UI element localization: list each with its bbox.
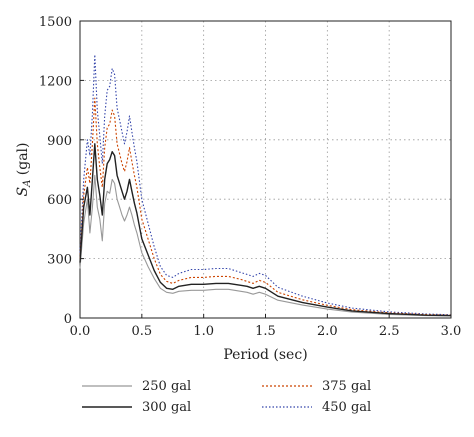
x-axis-label: Period (sec) (223, 347, 307, 363)
x-tick-label: 1.5 (255, 324, 276, 339)
x-tick-label: 0.0 (70, 324, 91, 339)
legend-label-250-gal: 250 gal (142, 379, 191, 394)
legend: 250 gal 300 gal 375 gal 450 gal (82, 379, 371, 415)
series-line-250-gal (79, 174, 452, 317)
x-tick-label: 2.5 (379, 324, 400, 339)
y-axis-label-sub: A (22, 180, 33, 188)
series-layer (79, 54, 452, 317)
grid-lines (80, 21, 451, 318)
legend-label-450-gal: 450 gal (322, 400, 371, 415)
y-tick-label: 900 (47, 134, 72, 149)
series-line-300-gal (79, 143, 452, 317)
y-tick-label: 600 (47, 193, 72, 208)
series-line-375-gal (79, 97, 452, 316)
x-tick-label: 3.0 (441, 324, 462, 339)
legend-label-300-gal: 300 gal (142, 400, 191, 415)
x-tick-label: 0.5 (131, 324, 152, 339)
series-line-450-gal (79, 54, 452, 316)
y-tick-label: 1500 (39, 15, 72, 30)
legend-label-375-gal: 375 gal (322, 379, 371, 394)
y-tick-label: 1200 (39, 74, 72, 89)
y-axis-label-main: S (15, 187, 31, 197)
axis-ticks: 0.0 0.5 1.0 1.5 2.0 2.5 3.0 0 300 600 900 1200 1500 (39, 15, 461, 339)
x-tick-label: 1.0 (193, 324, 214, 339)
y-tick-label: 0 (64, 312, 72, 327)
y-axis-label-unit: (gal) (15, 143, 31, 180)
y-tick-label: 300 (47, 253, 72, 268)
x-tick-label: 2.0 (317, 324, 338, 339)
y-axis-label: SA (gal) (15, 143, 33, 197)
